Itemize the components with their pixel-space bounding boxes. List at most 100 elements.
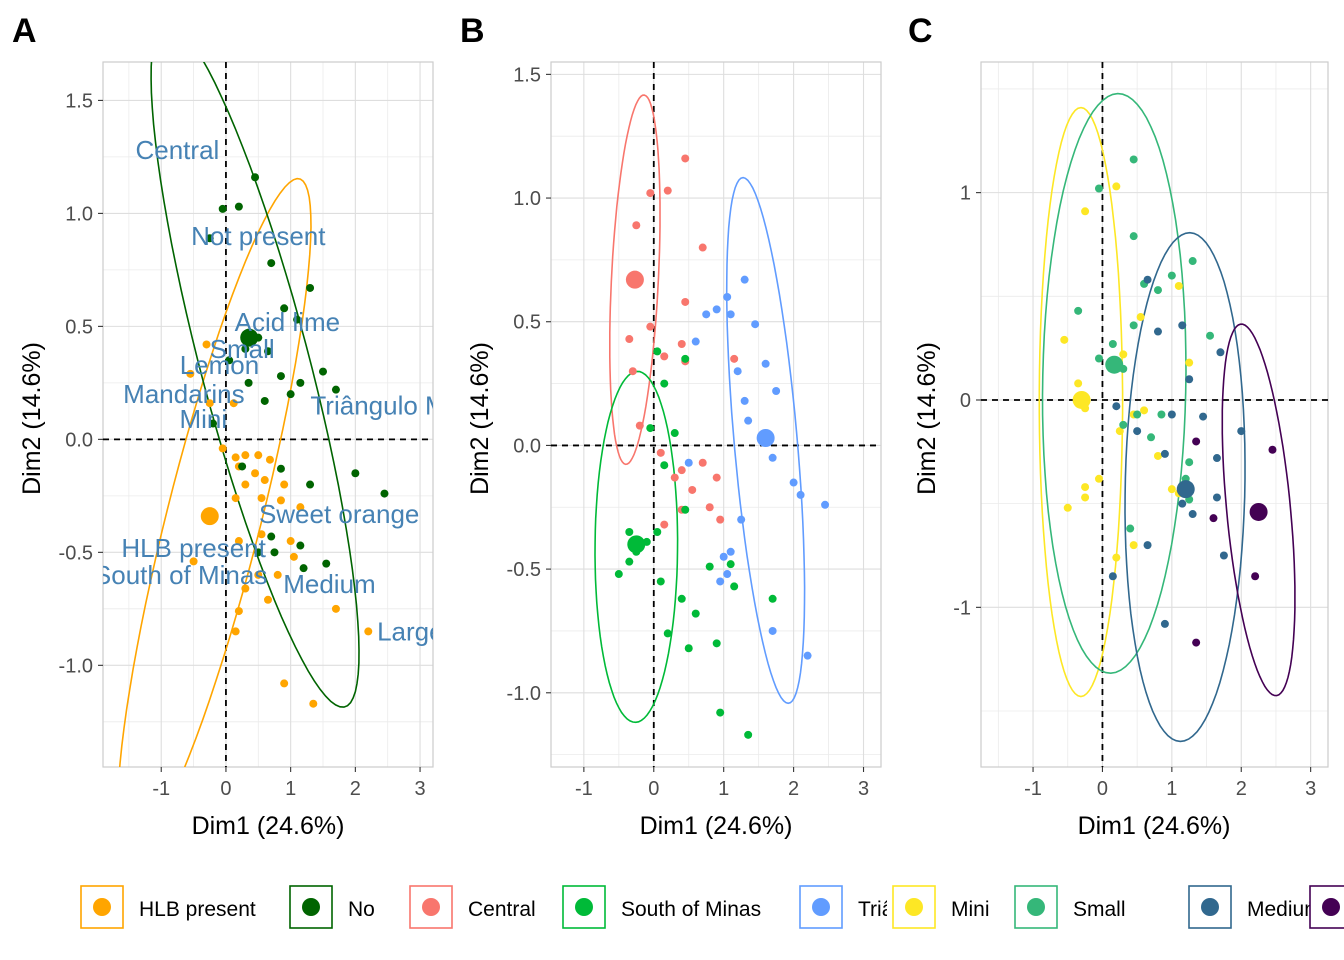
point-south-of-minas bbox=[677, 594, 686, 603]
point-triângulo-mineiro bbox=[796, 490, 805, 499]
x-tick-label: 0 bbox=[220, 778, 231, 800]
y-tick-label: -1.0 bbox=[507, 683, 541, 705]
point-central bbox=[660, 352, 669, 361]
point-no bbox=[205, 234, 214, 243]
point-medium bbox=[1178, 499, 1187, 508]
x-tick-label: 3 bbox=[858, 778, 869, 800]
point-small bbox=[1108, 340, 1117, 348]
point-hlb-present bbox=[231, 453, 240, 462]
x-tick-label: 3 bbox=[414, 778, 425, 800]
centroid-large bbox=[1249, 502, 1268, 521]
point-triângulo-mineiro bbox=[821, 500, 830, 509]
plot-marks bbox=[1038, 92, 1296, 743]
legend-swatch bbox=[905, 898, 923, 916]
point-mini bbox=[1153, 451, 1162, 460]
point-medium bbox=[1178, 321, 1187, 330]
point-hlb-present bbox=[234, 607, 243, 616]
point-central bbox=[688, 485, 697, 494]
point-south-of-minas bbox=[744, 730, 753, 739]
point-mini bbox=[1129, 541, 1138, 550]
variable-label: Sweet orange bbox=[259, 499, 419, 529]
legend-label: Triângulo Mineiro bbox=[858, 898, 1019, 921]
point-hlb-present bbox=[189, 557, 198, 566]
point-no bbox=[270, 548, 279, 557]
centroid-small bbox=[1105, 355, 1124, 374]
plot-marks bbox=[594, 94, 830, 739]
point-south-of-minas bbox=[625, 557, 634, 566]
point-mini bbox=[1167, 485, 1176, 494]
point-medium bbox=[1153, 327, 1162, 336]
point-small bbox=[1185, 458, 1194, 467]
point-medium bbox=[1133, 427, 1142, 436]
point-no bbox=[251, 173, 260, 182]
legend-key bbox=[289, 885, 333, 929]
point-no bbox=[260, 396, 269, 405]
point-central bbox=[656, 448, 665, 457]
variable-label: Triângulo Mineiro bbox=[310, 390, 510, 420]
x-tick-label: -1 bbox=[1024, 778, 1042, 800]
legend-swatch bbox=[1201, 898, 1219, 916]
point-south-of-minas bbox=[730, 582, 739, 591]
point-no bbox=[380, 489, 389, 498]
point-south-of-minas bbox=[681, 354, 690, 363]
point-hlb-present bbox=[251, 469, 260, 478]
point-hlb-present bbox=[273, 570, 282, 579]
y-tick-label: 1 bbox=[960, 183, 971, 205]
point-south-of-minas bbox=[656, 577, 665, 586]
variable-label: HLB present bbox=[121, 533, 266, 563]
point-triângulo-mineiro bbox=[737, 515, 746, 524]
point-central bbox=[712, 473, 721, 482]
variable-label: Central bbox=[135, 135, 219, 165]
panel-label: A bbox=[12, 12, 37, 50]
ellipse-hlb-present bbox=[118, 177, 312, 767]
point-hlb-present bbox=[331, 604, 340, 613]
point-triângulo-mineiro bbox=[719, 552, 728, 561]
legend-label: Central bbox=[468, 898, 536, 921]
point-no bbox=[286, 390, 295, 399]
point-mini bbox=[1185, 358, 1194, 367]
point-mini bbox=[1074, 379, 1083, 388]
x-tick-label: 2 bbox=[1236, 778, 1247, 800]
point-south-of-minas bbox=[705, 562, 714, 571]
point-no bbox=[209, 419, 217, 428]
point-small bbox=[1129, 155, 1138, 164]
centroid-medium bbox=[1176, 480, 1195, 499]
legend-swatch bbox=[812, 898, 830, 916]
point-no bbox=[254, 548, 263, 557]
point-hlb-present bbox=[280, 480, 289, 489]
point-medium bbox=[1212, 493, 1221, 502]
point-central bbox=[635, 421, 644, 430]
variable-label: Not present bbox=[191, 221, 326, 251]
legend-swatch bbox=[1322, 898, 1340, 916]
point-triângulo-mineiro bbox=[803, 651, 812, 660]
point-mini bbox=[1081, 483, 1090, 492]
y-tick-label: 1.5 bbox=[513, 64, 541, 86]
point-triângulo-mineiro bbox=[684, 458, 693, 467]
y-tick-label: 0 bbox=[960, 390, 971, 412]
point-central bbox=[670, 473, 679, 482]
variable-label: Lemon bbox=[180, 350, 260, 380]
point-no bbox=[276, 372, 285, 381]
point-no bbox=[267, 532, 276, 541]
point-small bbox=[1129, 232, 1138, 241]
point-south-of-minas bbox=[726, 560, 735, 569]
variable-label: Acid lime bbox=[235, 307, 340, 337]
point-mini bbox=[1060, 335, 1069, 344]
point-central bbox=[646, 189, 655, 198]
y-tick-label: 0.5 bbox=[513, 312, 541, 334]
point-south-of-minas bbox=[660, 461, 669, 470]
panel-border bbox=[550, 61, 882, 768]
point-south-of-minas bbox=[614, 570, 623, 579]
y-tick-label: 0.5 bbox=[65, 316, 93, 338]
point-small bbox=[1167, 271, 1176, 280]
point-small bbox=[1126, 524, 1135, 533]
panel-B: -1 0 1 2 3 -1.0 -0.5 0.0 0.5 1.0 1.5 Dim1 (24.6%) Di… bbox=[460, 12, 882, 840]
point-south-of-minas bbox=[663, 629, 672, 638]
point-hlb-present bbox=[241, 451, 250, 460]
ellipse-large bbox=[1221, 323, 1296, 697]
point-central bbox=[632, 221, 641, 230]
point-triângulo-mineiro bbox=[768, 453, 777, 462]
point-mini bbox=[1115, 427, 1124, 436]
point-hlb-present bbox=[280, 679, 289, 688]
point-hlb-present bbox=[254, 451, 263, 460]
